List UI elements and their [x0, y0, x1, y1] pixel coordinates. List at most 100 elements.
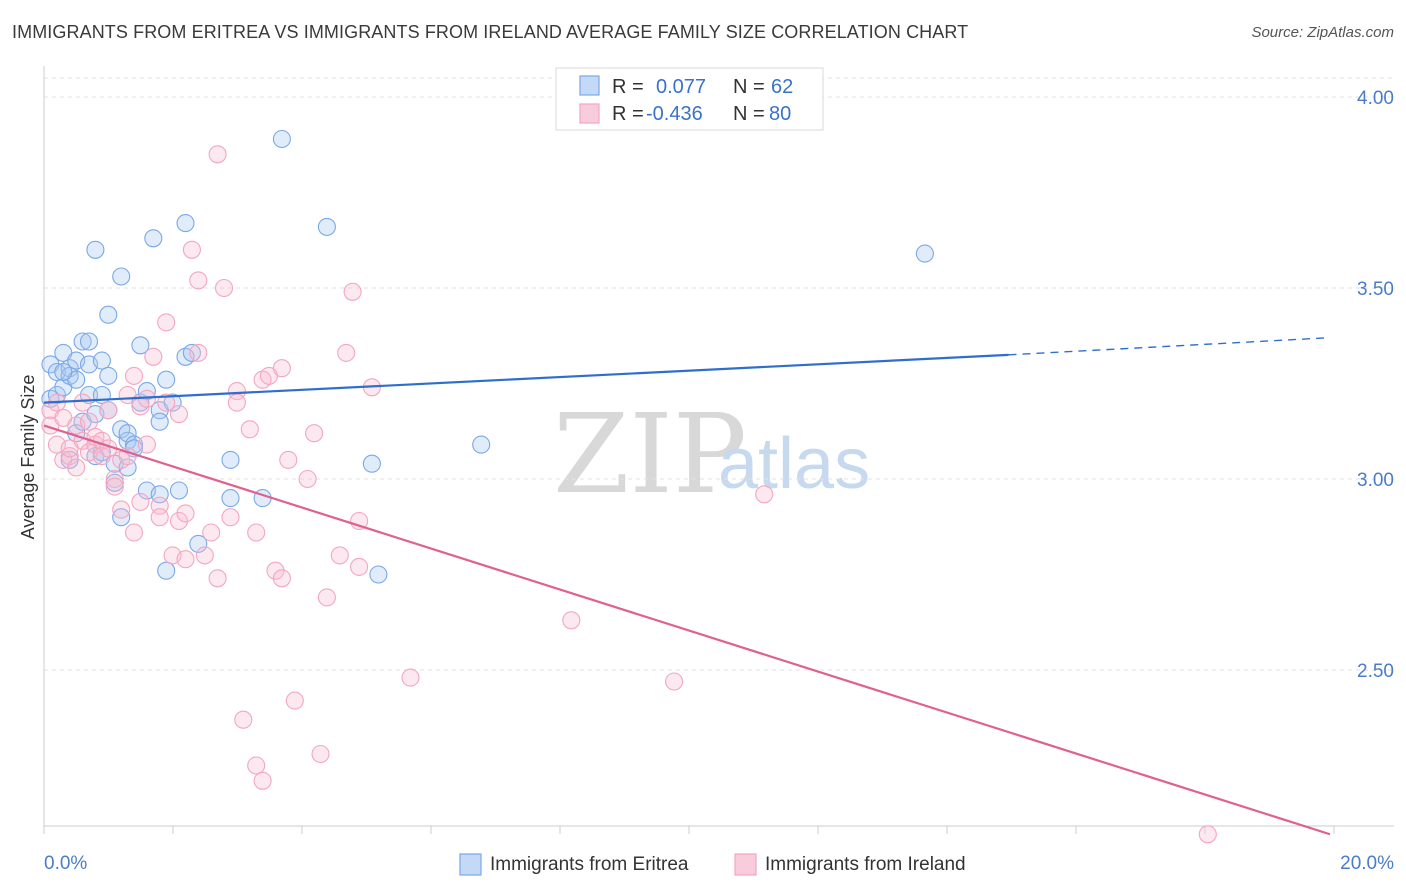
bottom-legend-swatch-eritrea [459, 853, 482, 876]
scatter-point [240, 420, 259, 439]
scatter-point [189, 343, 208, 362]
scatter-point [562, 611, 581, 630]
legend-swatch-ireland [579, 103, 600, 124]
scatter-point [169, 481, 189, 500]
legend-ireland-r-label: R = [612, 103, 644, 125]
series-legend: Immigrants from Eritrea Immigrants from … [459, 853, 966, 876]
scatter-point [247, 756, 266, 775]
chart-title: IMMIGRANTS FROM ERITREA VS IMMIGRANTS FR… [12, 22, 969, 42]
gridlines [44, 77, 1394, 671]
scatter-point [79, 332, 99, 351]
scatter-point [176, 504, 195, 523]
scatter-point [272, 569, 291, 588]
scatter-point [157, 370, 176, 389]
bottom-legend-label-ireland: Immigrants from Ireland [765, 854, 966, 875]
legend-eritrea-n-value: 62 [771, 76, 793, 98]
chart-source: Source: ZipAtlas.com [1251, 24, 1394, 41]
scatter-point [665, 672, 684, 691]
scatter-point [337, 343, 356, 362]
y-tick-label: 2.50 [1357, 661, 1394, 682]
scatter-point [176, 214, 195, 233]
scatter-point [317, 588, 336, 607]
trend-line-ireland [43, 424, 1331, 836]
scatter-point [369, 565, 388, 584]
scatter-point [73, 393, 92, 412]
scatter-point [182, 240, 201, 259]
x-tick-label-min: 0.0% [44, 853, 87, 874]
scatter-point [99, 305, 118, 324]
scatter-point [189, 534, 208, 553]
scatter-point [247, 523, 266, 542]
scatter-point [137, 382, 156, 401]
scatter-point [915, 244, 934, 263]
scatter-point [54, 362, 73, 382]
scatter-point [1198, 825, 1217, 844]
scatter-point [266, 561, 285, 580]
scatter-point [73, 332, 92, 351]
scatter-point [285, 691, 304, 710]
scatter-point [202, 523, 221, 542]
watermark-zip: ZIP [553, 390, 747, 518]
scatter-point [60, 447, 79, 466]
watermark-atlas: atlas [718, 424, 870, 504]
scatter-point [67, 458, 86, 477]
scatter-point [157, 561, 176, 580]
y-tick-label: 3.00 [1357, 470, 1394, 491]
scatter-point [279, 450, 298, 469]
scatter-point [755, 485, 774, 504]
scatter-point [150, 508, 169, 527]
bottom-legend-swatch-ireland [734, 853, 757, 876]
scatter-point [112, 267, 131, 286]
scatter-point [208, 145, 227, 164]
scatter-point [86, 240, 105, 259]
scatter-point [124, 366, 144, 385]
scatter-point [221, 489, 240, 508]
legend-eritrea-r-value: 0.077 [656, 76, 706, 98]
scatter-point [163, 393, 182, 412]
scatter-point [305, 424, 324, 443]
scatter-point [227, 393, 246, 412]
scatter-point [221, 450, 240, 469]
y-tick-label: 3.50 [1357, 279, 1394, 300]
y-tick-label: 4.00 [1357, 88, 1394, 109]
scatter-point [131, 492, 150, 511]
scatter-point [92, 351, 111, 370]
scatter-point [472, 435, 491, 454]
legend-ireland-r-value: -0.436 [646, 103, 703, 125]
scatter-point [144, 229, 163, 248]
scatter-point [79, 412, 99, 431]
scatter-point [157, 313, 176, 332]
scatter-point [343, 282, 362, 301]
scatter-point [311, 744, 330, 764]
y-axis-tick-labels: 2.50 3.00 3.50 4.00 [1357, 88, 1394, 682]
trend-line-eritrea-extension [1008, 336, 1331, 356]
legend-eritrea-n-label: N = [733, 76, 765, 98]
scatter-point [112, 508, 131, 527]
scatter-point [401, 668, 420, 687]
scatter-point [272, 359, 291, 378]
scatter-point [350, 557, 369, 576]
legend-eritrea-r-label: R = [612, 76, 644, 98]
legend-swatch-eritrea [579, 75, 600, 96]
scatter-point [144, 347, 163, 366]
scatter-point [105, 473, 124, 492]
axes [43, 66, 1394, 827]
scatter-point [221, 508, 240, 527]
scatter-point [105, 477, 124, 496]
scatter-point [214, 278, 234, 298]
legend-ireland-n-label: N = [733, 103, 765, 125]
legend-box [555, 67, 824, 131]
scatter-point [195, 546, 214, 565]
scatter-point [112, 500, 131, 519]
scatter-point [124, 523, 144, 542]
scatter-point [234, 710, 253, 729]
scatter-point [157, 393, 176, 412]
scatter-point [298, 469, 317, 489]
scatter-point [176, 550, 195, 569]
scatter-point [189, 271, 208, 290]
scatter-point [99, 366, 118, 385]
scatter-point [150, 412, 169, 431]
scatter-point [169, 511, 189, 531]
scatter-point [105, 469, 124, 489]
